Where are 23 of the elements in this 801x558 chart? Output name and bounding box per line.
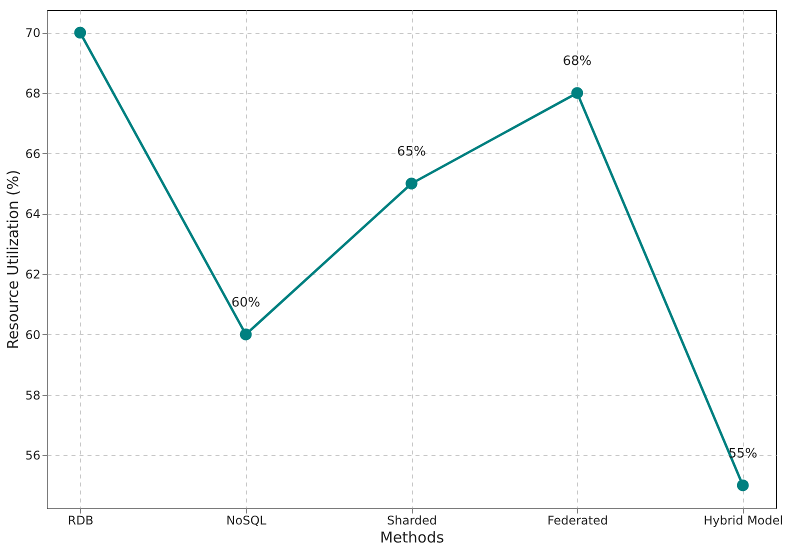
y-tick-label: 62 [25,268,40,282]
y-tick-label: 56 [25,448,40,463]
y-tick-label: 66 [25,146,40,161]
point [736,479,749,492]
y-axis-title: Resource Utilization (%) [4,170,22,350]
x-tick-label: RDB [68,514,94,528]
y-tick-label: 58 [25,388,40,402]
x-tick-label: NoSQL [226,514,267,528]
y-tick-label: 70 [25,26,40,40]
y-tick-label: 68 [25,86,40,100]
data-label: 60% [231,295,260,310]
x-axis-title: Methods [380,528,444,546]
point [571,87,584,99]
x-tick-label: Federated [547,514,608,528]
point [240,328,252,340]
data-label: 68% [562,54,592,69]
point [406,178,418,190]
data-label: 65% [397,144,426,160]
x-tick-label: Sharded [387,514,437,528]
point [74,26,86,39]
y-tick-label: 60 [25,328,40,342]
y-tick-label: 64 [25,207,40,222]
x-tick-label: Hybrid Model [704,514,784,528]
